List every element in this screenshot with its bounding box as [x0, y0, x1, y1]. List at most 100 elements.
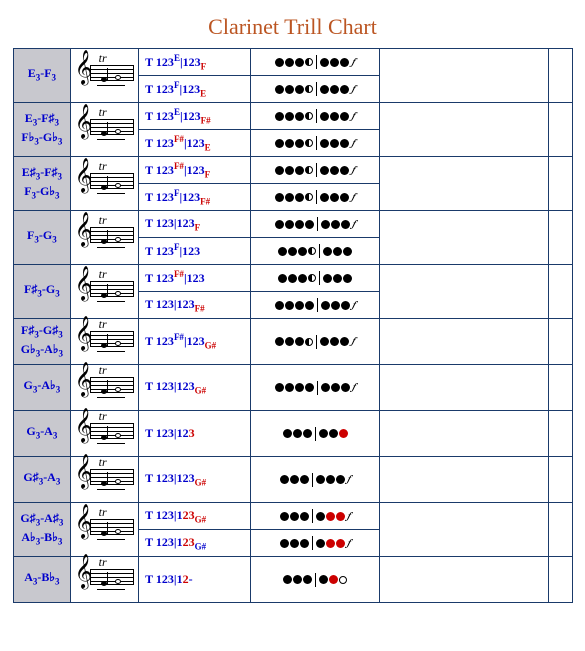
- note-label: E3-F3: [13, 49, 71, 103]
- empty-cell: [548, 503, 572, 557]
- fingering-diagram: 𝆑: [255, 535, 376, 551]
- table-row: F3-G3𝄞trT 123|123F𝆑: [13, 211, 572, 238]
- fingering-diagram-cell: 𝆑: [250, 457, 380, 503]
- table-row: G♯3-A♯3A♭3-B♭3𝄞trT 123|123G#𝆑: [13, 503, 572, 530]
- fingering-diagram: 𝆑: [255, 54, 376, 70]
- empty-cell: [380, 157, 548, 211]
- note-label: E3-F♯3F♭3-G♭3: [13, 103, 71, 157]
- empty-cell: [548, 365, 572, 411]
- fingering-diagram: [255, 572, 376, 588]
- staff-cell: 𝄞tr: [71, 503, 139, 557]
- fingering-diagram-cell: [250, 557, 380, 603]
- staff-cell: 𝄞tr: [71, 49, 139, 103]
- staff-notation-icon: 𝄞tr: [77, 511, 133, 545]
- empty-cell: [548, 211, 572, 265]
- staff-cell: 𝄞tr: [71, 411, 139, 457]
- fingering-text: T 123F|123F#: [139, 184, 251, 211]
- note-label: G3-A3: [13, 411, 71, 457]
- staff-notation-icon: 𝄞tr: [77, 369, 133, 403]
- fingering-diagram: [255, 243, 376, 259]
- fingering-diagram-cell: 𝆑: [250, 365, 380, 411]
- staff-notation-icon: 𝄞tr: [77, 273, 133, 307]
- note-label: F♯3-G♯3G♭3-A♭3: [13, 319, 71, 365]
- empty-cell: [380, 411, 548, 457]
- fingering-text: T 123E|123F#: [139, 103, 251, 130]
- fingering-text: T 123|123G#: [139, 530, 251, 557]
- empty-cell: [548, 157, 572, 211]
- staff-cell: 𝄞tr: [71, 265, 139, 319]
- fingering-diagram: 𝆑: [255, 216, 376, 232]
- note-label: G♯3-A3: [13, 457, 71, 503]
- empty-cell: [548, 265, 572, 319]
- fingering-diagram: 𝆑: [255, 508, 376, 524]
- fingering-text: T 123E|123F: [139, 49, 251, 76]
- table-row: E3-F3𝄞trT 123E|123F𝆑: [13, 49, 572, 76]
- empty-cell: [380, 319, 548, 365]
- empty-cell: [380, 557, 548, 603]
- fingering-diagram-cell: 𝆑: [250, 211, 380, 238]
- empty-cell: [548, 411, 572, 457]
- staff-cell: 𝄞tr: [71, 211, 139, 265]
- fingering-diagram: 𝆑: [255, 472, 376, 488]
- table-row: E♯3-F♯3F3-G♭3𝄞trT 123F#|123F𝆑: [13, 157, 572, 184]
- fingering-text: T 123|123G#: [139, 457, 251, 503]
- trill-chart-table: E3-F3𝄞trT 123E|123F𝆑T 123F|123E𝆑E3-F♯3F♭…: [13, 48, 573, 603]
- staff-cell: 𝄞tr: [71, 457, 139, 503]
- fingering-text: T 123|123G#: [139, 503, 251, 530]
- fingering-text: T 123F#|123E: [139, 130, 251, 157]
- fingering-text: T 123|123F#: [139, 292, 251, 319]
- fingering-diagram: 𝆑: [255, 162, 376, 178]
- note-label: F♯3-G3: [13, 265, 71, 319]
- empty-cell: [548, 49, 572, 103]
- fingering-diagram-cell: 𝆑: [250, 103, 380, 130]
- table-row: G3-A♭3𝄞trT 123|123G#𝆑: [13, 365, 572, 411]
- fingering-diagram: [255, 426, 376, 442]
- fingering-diagram-cell: 𝆑: [250, 530, 380, 557]
- fingering-diagram-cell: 𝆑: [250, 130, 380, 157]
- note-label: A3-B♭3: [13, 557, 71, 603]
- fingering-text: T 123F#|123: [139, 265, 251, 292]
- note-label: F3-G3: [13, 211, 71, 265]
- fingering-text: T 123F#|123F: [139, 157, 251, 184]
- fingering-text: T 123|123G#: [139, 365, 251, 411]
- table-row: A3-B♭3𝄞trT 123|12-: [13, 557, 572, 603]
- fingering-diagram: 𝆑: [255, 334, 376, 350]
- fingering-diagram: [255, 270, 376, 286]
- empty-cell: [548, 457, 572, 503]
- empty-cell: [548, 557, 572, 603]
- table-row: F♯3-G3𝄞trT 123F#|123: [13, 265, 572, 292]
- fingering-diagram: 𝆑: [255, 380, 376, 396]
- empty-cell: [380, 365, 548, 411]
- fingering-diagram: 𝆑: [255, 297, 376, 313]
- table-row: G♯3-A3𝄞trT 123|123G#𝆑: [13, 457, 572, 503]
- empty-cell: [380, 103, 548, 157]
- fingering-text: T 123F|123: [139, 238, 251, 265]
- staff-cell: 𝄞tr: [71, 557, 139, 603]
- staff-cell: 𝄞tr: [71, 157, 139, 211]
- fingering-diagram: 𝆑: [255, 135, 376, 151]
- table-row: E3-F♯3F♭3-G♭3𝄞trT 123E|123F#𝆑: [13, 103, 572, 130]
- note-label: G♯3-A♯3A♭3-B♭3: [13, 503, 71, 557]
- fingering-diagram-cell: [250, 238, 380, 265]
- fingering-text: T 123|12-: [139, 557, 251, 603]
- fingering-diagram: 𝆑: [255, 108, 376, 124]
- empty-cell: [380, 265, 548, 319]
- note-label: E♯3-F♯3F3-G♭3: [13, 157, 71, 211]
- staff-notation-icon: 𝄞tr: [77, 57, 133, 91]
- fingering-diagram-cell: [250, 411, 380, 457]
- staff-cell: 𝄞tr: [71, 319, 139, 365]
- fingering-text: T 123F|123E: [139, 76, 251, 103]
- note-label: G3-A♭3: [13, 365, 71, 411]
- staff-cell: 𝄞tr: [71, 103, 139, 157]
- fingering-text: T 123F#|123G#: [139, 319, 251, 365]
- fingering-diagram: 𝆑: [255, 81, 376, 97]
- table-row: F♯3-G♯3G♭3-A♭3𝄞trT 123F#|123G#𝆑: [13, 319, 572, 365]
- table-row: G3-A3𝄞trT 123|123: [13, 411, 572, 457]
- fingering-diagram-cell: 𝆑: [250, 319, 380, 365]
- fingering-diagram: 𝆑: [255, 189, 376, 205]
- fingering-diagram-cell: 𝆑: [250, 292, 380, 319]
- staff-cell: 𝄞tr: [71, 365, 139, 411]
- staff-notation-icon: 𝄞tr: [77, 219, 133, 253]
- staff-notation-icon: 𝄞tr: [77, 165, 133, 199]
- empty-cell: [548, 319, 572, 365]
